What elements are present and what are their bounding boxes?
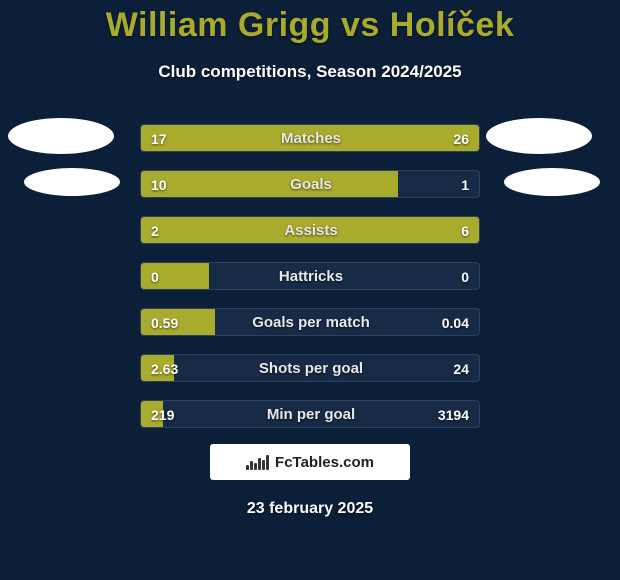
stat-label: Shots per goal <box>141 355 480 382</box>
stat-value-right: 0 <box>451 263 479 290</box>
stat-row: Assists2 6 <box>140 216 480 244</box>
photo-oval <box>486 118 592 154</box>
bars-icon <box>246 454 269 470</box>
stat-row: Matches17 26 <box>140 124 480 152</box>
stat-value-left: 2.63 <box>141 355 188 382</box>
stat-value-right: 3194 <box>428 401 479 428</box>
comparison-infographic: William Grigg vs Holíček Club competitio… <box>0 0 620 580</box>
stat-row: Hattricks0 0 <box>140 262 480 290</box>
stat-label: Assists <box>141 217 480 244</box>
stat-value-right: 0.04 <box>432 309 479 336</box>
stat-label: Goals <box>141 171 480 198</box>
comparison-bars: Matches1726Goals101Assists26Hattricks00G… <box>140 124 480 446</box>
stat-value-left: 0 <box>141 263 169 290</box>
stat-value-left: 2 <box>141 217 169 244</box>
stat-label: Matches <box>141 125 480 152</box>
stat-row: Goals per match0.59 0.04 <box>140 308 480 336</box>
stat-value-right: 6 <box>451 217 479 244</box>
photo-oval <box>8 118 114 154</box>
photo-oval <box>504 168 600 196</box>
stat-value-left: 219 <box>141 401 184 428</box>
stat-value-right: 26 <box>443 125 479 152</box>
stat-value-right: 24 <box>443 355 479 382</box>
stat-value-left: 0.59 <box>141 309 188 336</box>
generation-date: 23 february 2025 <box>0 500 620 518</box>
stat-label: Goals per match <box>141 309 480 336</box>
logo-badge: FcTables.com <box>210 444 410 480</box>
stat-row: Goals10 1 <box>140 170 480 198</box>
stat-value-right: 1 <box>451 171 479 198</box>
stat-row: Shots per goal2.63 24 <box>140 354 480 382</box>
stat-row: Min per goal2193194 <box>140 400 480 428</box>
page-subtitle: Club competitions, Season 2024/2025 <box>0 62 620 82</box>
logo-text: FcTables.com <box>275 454 374 471</box>
page-title: William Grigg vs Holíček <box>0 6 620 45</box>
photo-oval <box>24 168 120 196</box>
stat-value-left: 17 <box>141 125 177 152</box>
stat-value-left: 10 <box>141 171 177 198</box>
stat-label: Hattricks <box>141 263 480 290</box>
